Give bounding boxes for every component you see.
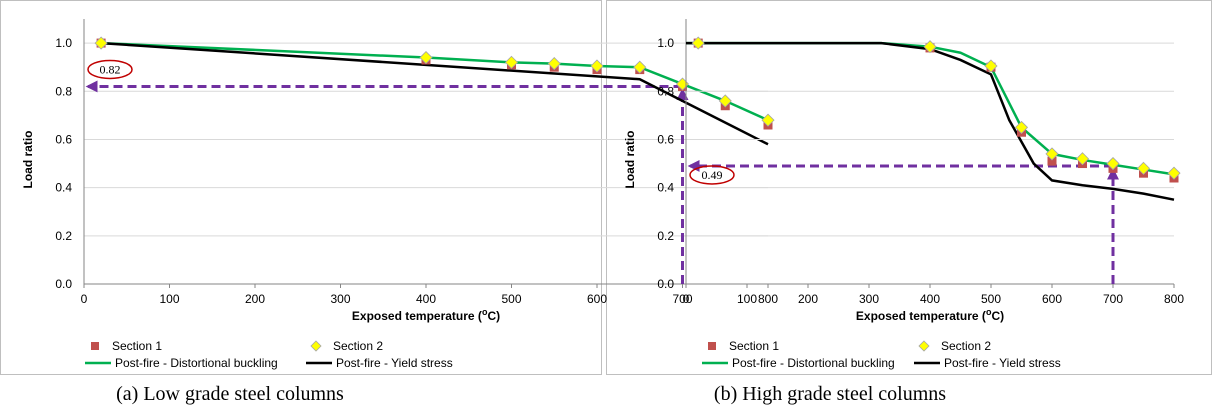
point — [633, 60, 647, 74]
x-tick-label: 600 — [587, 292, 607, 306]
x-tick-label: 300 — [859, 292, 879, 306]
annotation-ellipse — [689, 165, 735, 185]
point — [1106, 156, 1120, 171]
x-tick-label: 0 — [683, 292, 690, 306]
point — [1047, 156, 1057, 166]
y-tick-label: 0.2 — [55, 229, 72, 243]
annotation-label: 0.49 — [702, 168, 723, 182]
legend-marker — [708, 342, 716, 350]
legend-label: Section 1 — [729, 339, 779, 353]
x-axis-label: Exposed temperature (oC) — [856, 307, 1004, 323]
point — [1136, 161, 1151, 175]
x-tick-label: 800 — [1164, 292, 1184, 306]
caption: (a) Low grade steel columns — [116, 383, 344, 405]
point — [761, 113, 775, 127]
y-tick-label: 0.4 — [55, 181, 72, 195]
line — [686, 41, 1175, 176]
point — [984, 59, 998, 73]
y-tick-label: 0.6 — [55, 132, 72, 146]
x-axis-label: Exposed temperature (oC) — [352, 307, 500, 323]
y-axis-label: Load ratio — [21, 130, 35, 188]
legend-label: Post-fire - Distortional buckling — [115, 356, 278, 370]
point — [504, 55, 519, 69]
x-axis-label-part: C) — [991, 309, 1004, 323]
legend-label: Post-fire - Yield stress — [336, 356, 453, 370]
x-tick-label: 500 — [981, 292, 1001, 306]
point — [1045, 147, 1059, 161]
legend-label: Post-fire - Yield stress — [944, 356, 1061, 370]
y-tick-label: 0.0 — [55, 277, 72, 291]
point — [691, 36, 705, 50]
point — [419, 50, 433, 65]
x-tick-label: 500 — [501, 292, 521, 306]
x-tick-label: 700 — [1103, 292, 1123, 306]
legend-marker — [91, 342, 99, 350]
y-tick-label: 1.0 — [55, 36, 72, 50]
x-tick-label: 100 — [737, 292, 757, 306]
legend-marker — [918, 340, 930, 352]
point — [1014, 120, 1029, 134]
legend-label: Section 2 — [333, 339, 383, 353]
annotation-label: 0.82 — [100, 62, 121, 76]
y-tick-label: 0.0 — [657, 277, 674, 291]
legend-label: Post-fire - Distortional buckling — [732, 356, 895, 370]
point — [923, 40, 937, 54]
y-tick-label: 1.0 — [657, 36, 674, 50]
point — [718, 94, 732, 108]
x-tick-label: 0 — [81, 292, 88, 306]
y-axis-label: Load ratio — [623, 130, 637, 188]
x-tick-label: 800 — [758, 292, 778, 306]
legend-marker — [310, 340, 322, 352]
point — [590, 59, 604, 73]
line — [101, 41, 769, 146]
x-tick-label: 300 — [330, 292, 350, 306]
point — [1167, 166, 1181, 180]
y-tick-label: 0.8 — [657, 84, 674, 98]
y-tick-label: 0.4 — [657, 181, 674, 195]
line — [101, 41, 769, 122]
x-tick-label: 100 — [159, 292, 179, 306]
x-axis-label-part: Exposed temperature ( — [856, 309, 986, 323]
x-tick-label: 200 — [798, 292, 818, 306]
x-axis-label-sup: o — [986, 307, 992, 317]
x-tick-label: 700 — [672, 292, 692, 306]
x-axis-label-part: C) — [487, 309, 500, 323]
x-tick-label: 400 — [416, 292, 436, 306]
x-axis-label-part: Exposed temperature ( — [352, 309, 482, 323]
annotation-ellipse — [87, 59, 133, 80]
point — [1075, 152, 1090, 166]
legend-label: Section 1 — [112, 339, 162, 353]
x-tick-label: 600 — [1042, 292, 1062, 306]
x-tick-label: 400 — [920, 292, 940, 306]
point — [94, 36, 108, 50]
line — [686, 41, 1175, 201]
x-axis-label-sup: o — [482, 307, 488, 317]
y-tick-label: 0.6 — [657, 132, 674, 146]
y-tick-label: 0.2 — [657, 229, 674, 243]
y-tick-label: 0.8 — [55, 84, 72, 98]
caption: (b) High grade steel columns — [714, 383, 946, 405]
legend-label: Section 2 — [941, 339, 991, 353]
x-tick-label: 200 — [245, 292, 265, 306]
point — [547, 57, 561, 71]
